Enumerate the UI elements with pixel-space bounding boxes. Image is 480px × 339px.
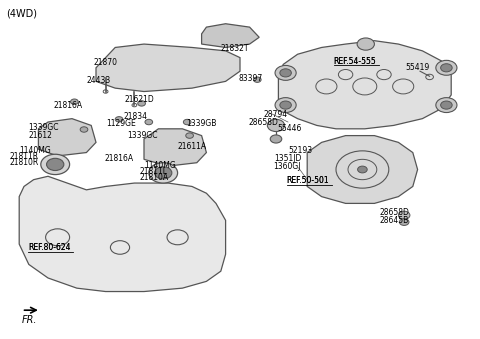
Text: 1129GE: 1129GE (107, 119, 136, 128)
Text: REF.80-624: REF.80-624 (28, 243, 71, 252)
Text: 1140MG: 1140MG (144, 161, 176, 170)
Circle shape (275, 98, 296, 113)
Text: REF.80-624: REF.80-624 (28, 243, 71, 252)
Text: (4WD): (4WD) (6, 8, 37, 18)
Text: 28658D: 28658D (249, 118, 278, 127)
Text: 21816A: 21816A (105, 154, 134, 163)
Circle shape (436, 98, 457, 113)
Text: 24433: 24433 (86, 76, 111, 85)
Circle shape (280, 69, 291, 77)
Text: 21832T: 21832T (221, 44, 249, 53)
Text: 21834: 21834 (123, 113, 147, 121)
Text: 21611A: 21611A (178, 142, 207, 151)
Circle shape (436, 60, 457, 75)
PathPatch shape (38, 119, 96, 156)
Text: 28794: 28794 (263, 110, 287, 119)
Circle shape (357, 38, 374, 50)
PathPatch shape (202, 24, 259, 47)
Circle shape (441, 64, 452, 72)
Circle shape (270, 135, 282, 143)
Text: 21612: 21612 (29, 131, 53, 140)
Text: REF.50-501: REF.50-501 (287, 176, 329, 185)
Circle shape (267, 119, 285, 132)
Circle shape (358, 166, 367, 173)
Circle shape (441, 101, 452, 109)
Text: REF.54-555: REF.54-555 (334, 57, 376, 65)
Text: 1140MG: 1140MG (19, 146, 51, 155)
Text: 52193: 52193 (288, 146, 312, 155)
Circle shape (80, 127, 88, 132)
Circle shape (275, 65, 296, 80)
PathPatch shape (96, 44, 240, 92)
Text: 21811L: 21811L (139, 167, 167, 176)
PathPatch shape (19, 176, 226, 292)
Text: 21870: 21870 (93, 58, 117, 67)
Text: 28658D: 28658D (379, 208, 409, 217)
Text: REF.54-555: REF.54-555 (334, 57, 376, 65)
Circle shape (253, 77, 261, 82)
Circle shape (183, 119, 191, 125)
Circle shape (280, 101, 291, 109)
Text: 1339GC: 1339GC (28, 123, 59, 132)
Text: 28645B: 28645B (379, 216, 408, 225)
PathPatch shape (144, 129, 206, 166)
Text: 1339GC: 1339GC (127, 131, 157, 140)
Circle shape (138, 101, 145, 106)
Text: REF.50-501: REF.50-501 (287, 176, 329, 185)
Text: 1339GB: 1339GB (186, 119, 216, 127)
Text: 21816A: 21816A (54, 101, 83, 110)
Text: 55446: 55446 (277, 124, 301, 133)
Circle shape (115, 117, 123, 122)
Circle shape (71, 99, 78, 104)
Text: 83397: 83397 (238, 75, 263, 83)
Text: 21810A: 21810A (139, 173, 168, 182)
PathPatch shape (307, 136, 418, 203)
PathPatch shape (278, 41, 451, 129)
Circle shape (145, 119, 153, 125)
Circle shape (399, 219, 409, 225)
Circle shape (41, 154, 70, 175)
Text: FR.: FR. (22, 315, 37, 324)
Text: 21811R: 21811R (10, 153, 39, 161)
Circle shape (47, 158, 64, 171)
Circle shape (186, 133, 193, 138)
Text: 21621D: 21621D (125, 95, 155, 104)
Text: 1351JD: 1351JD (274, 154, 301, 163)
Text: 21810R: 21810R (10, 158, 39, 167)
Text: 55419: 55419 (406, 63, 430, 72)
Circle shape (149, 163, 178, 183)
Circle shape (398, 211, 410, 219)
Circle shape (155, 167, 172, 179)
Text: 1360GJ: 1360GJ (273, 162, 300, 171)
